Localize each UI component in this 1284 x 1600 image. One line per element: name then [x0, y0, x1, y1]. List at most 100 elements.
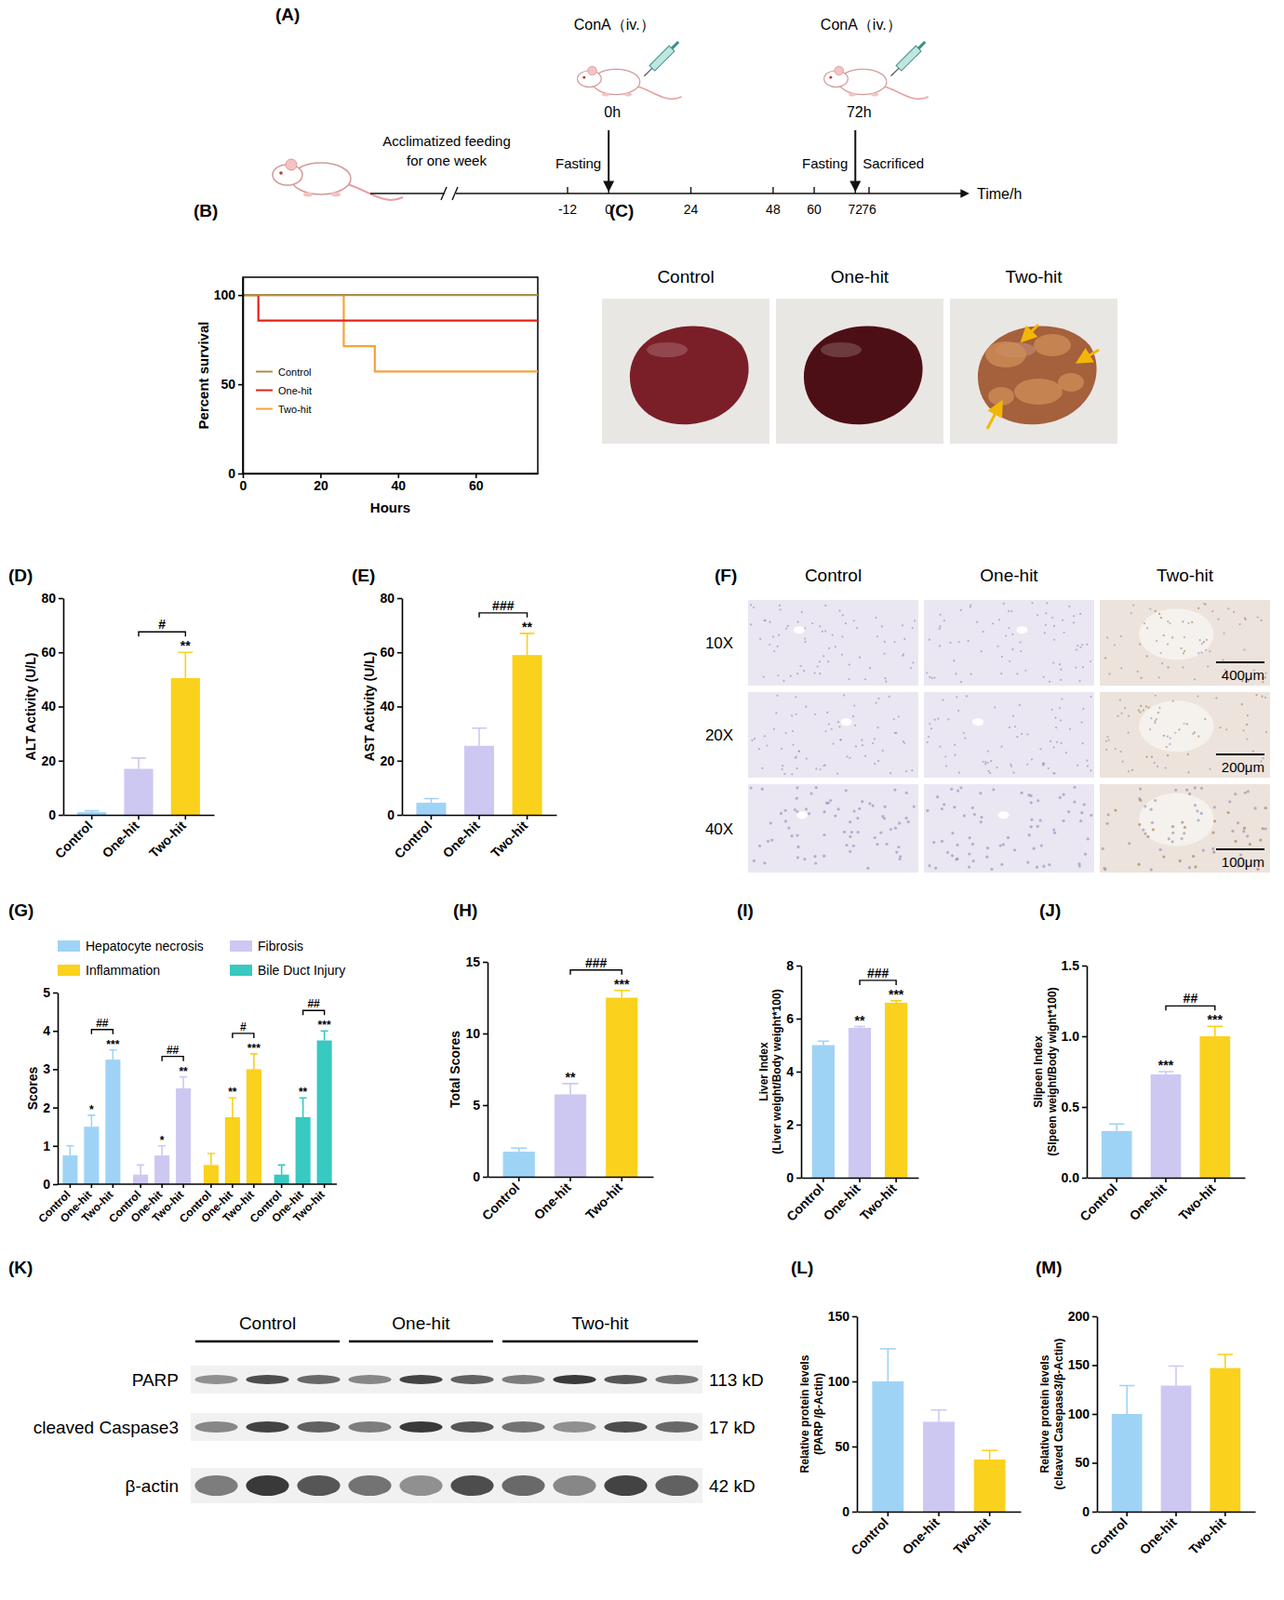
- cell: [779, 812, 783, 816]
- cell: [860, 739, 863, 742]
- tick: 40: [40, 698, 64, 714]
- cell: [1182, 652, 1185, 655]
- marks: [62, 1030, 332, 1185]
- tick-mark: [1214, 1177, 1217, 1183]
- tick: Control: [391, 815, 436, 862]
- chart: (G)****##ControlOne-hitTwo-hit***##Contr…: [8, 900, 346, 1226]
- x-axis: ControlOne-hitTwo-hit: [847, 1511, 1021, 1559]
- cell: [949, 642, 951, 644]
- cell: [796, 620, 799, 623]
- cell: [1106, 822, 1110, 826]
- cell: [1030, 601, 1033, 604]
- panel-label: (A): [275, 4, 300, 25]
- cell: [1166, 735, 1169, 738]
- band: [347, 1475, 391, 1497]
- cell: [1081, 643, 1084, 646]
- cell: [1044, 624, 1047, 627]
- tick: 20: [40, 753, 64, 769]
- cell: [911, 661, 914, 664]
- error-bar: [1168, 1366, 1184, 1387]
- cell: [909, 667, 912, 669]
- cell: [1026, 860, 1030, 864]
- cell: [1010, 610, 1013, 613]
- cell: [814, 861, 817, 865]
- tick-label: 15: [465, 954, 481, 970]
- error-bar: [299, 1097, 308, 1118]
- cell: [984, 761, 987, 763]
- cell: [888, 695, 891, 698]
- cell: [1151, 828, 1155, 831]
- cell: [794, 695, 797, 698]
- cell: [889, 772, 892, 775]
- cell: [989, 760, 992, 763]
- tick-label: 6: [786, 1011, 794, 1027]
- cell: [910, 769, 913, 772]
- error-bar: [250, 1054, 258, 1070]
- scale-bar: [1216, 661, 1265, 664]
- cell: [824, 604, 827, 607]
- cell: [1264, 806, 1268, 810]
- tick-label: Two-hit: [487, 817, 531, 861]
- cell: [1245, 834, 1249, 838]
- cell: [1163, 634, 1165, 637]
- tick-label: Two-hit: [146, 817, 189, 861]
- cell: [765, 744, 768, 747]
- cell: [1054, 717, 1057, 720]
- tick: 80: [379, 590, 402, 606]
- band: [603, 1421, 647, 1433]
- bracket: [138, 631, 186, 637]
- cell: [1160, 652, 1163, 655]
- x-axis: ControlOne-hitTwo-hit: [176, 1184, 257, 1226]
- tick: 40: [391, 473, 407, 494]
- tick-label: One-hit: [440, 817, 483, 861]
- cell: [898, 855, 902, 858]
- cell: [883, 677, 886, 680]
- cell: [963, 732, 965, 735]
- cell: [846, 755, 849, 758]
- tick-mark: [937, 1511, 940, 1517]
- cell: [796, 672, 799, 675]
- cell: [897, 821, 901, 825]
- cell: [985, 856, 989, 859]
- tick-mark: [772, 187, 774, 194]
- band: [552, 1475, 596, 1497]
- cell: [1143, 622, 1146, 625]
- tick: 20: [379, 753, 402, 769]
- cell: [856, 627, 858, 629]
- tick: 0: [842, 1504, 857, 1520]
- cell: [1007, 610, 1010, 613]
- tick: 0: [472, 1169, 488, 1185]
- cell: [1246, 789, 1250, 793]
- cell: [1171, 840, 1175, 843]
- blot-strip: [190, 1413, 703, 1442]
- mouse-icon: [824, 66, 929, 99]
- tick-label: One-hit: [1126, 1180, 1170, 1224]
- cell: [954, 672, 957, 675]
- cell: [853, 619, 856, 622]
- significance: **: [565, 1070, 576, 1085]
- chart: (M)050100150200ControlOne-hitTwo-hitRela…: [1035, 1257, 1257, 1559]
- cell: [1079, 646, 1082, 649]
- cell: [822, 833, 826, 837]
- cell: [796, 845, 800, 849]
- pointer-arrow: [987, 402, 1002, 429]
- cell: [856, 816, 859, 820]
- cell: [1186, 722, 1189, 725]
- tick-mark: [238, 294, 243, 297]
- cell: [1083, 853, 1087, 856]
- cell: [884, 842, 888, 846]
- micrograph: [1099, 600, 1271, 686]
- cell: [1044, 612, 1047, 615]
- cell: [772, 635, 775, 638]
- cell: [1120, 712, 1123, 715]
- cell: [938, 745, 941, 748]
- tick-label: -12: [558, 201, 577, 217]
- bar: [1199, 1036, 1231, 1178]
- liver: [977, 326, 1097, 426]
- cell: [1158, 707, 1161, 709]
- cell: [989, 868, 993, 871]
- cell: [1132, 603, 1135, 606]
- panel-label: (H): [453, 900, 478, 921]
- cell: [1167, 837, 1171, 841]
- bracket: [859, 980, 897, 986]
